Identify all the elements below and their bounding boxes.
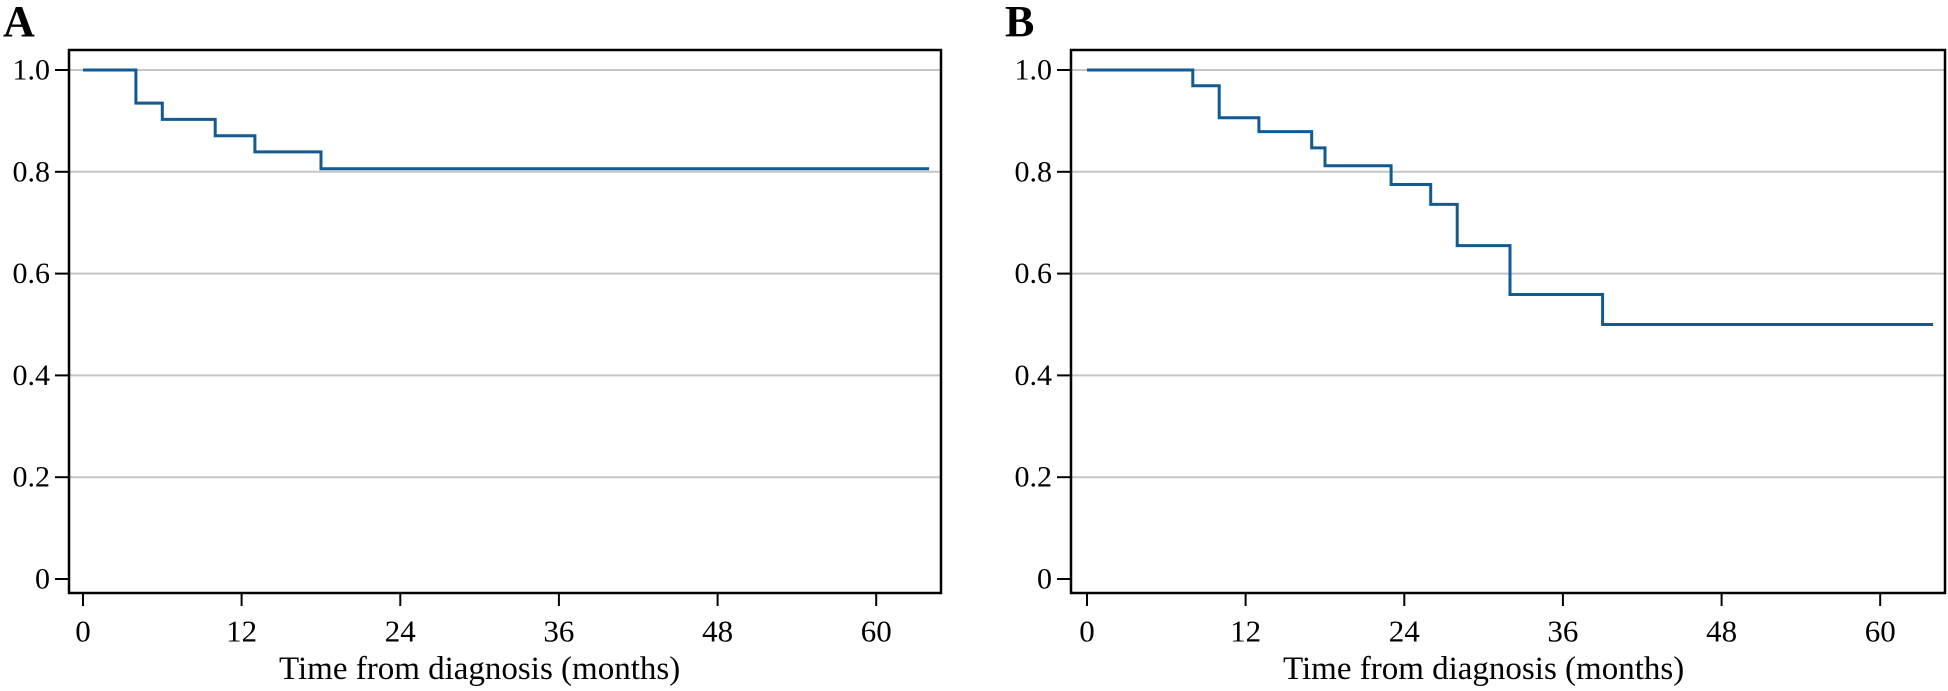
y-tick-label: 0.2 [1015, 461, 1053, 494]
panel-label-a: A [3, 0, 35, 46]
x-tick-label: 12 [226, 614, 257, 649]
panel-b: 0 0.2 0.4 0.6 0.8 1.0 0 12 24 36 48 60 Time from dia… [1005, 0, 1947, 687]
x-tick-label: 60 [861, 614, 892, 649]
survival-curve-b [1087, 68, 1934, 326]
x-tick-label: 12 [1230, 614, 1261, 649]
y-tick-label: 0.6 [13, 257, 51, 290]
survival-curve-a [83, 68, 930, 171]
y-tick-label: 0.2 [13, 461, 51, 494]
x-axis-title: Time from diagnosis (months) [279, 651, 680, 687]
plot-border [67, 48, 943, 595]
x-tick-label: 0 [75, 614, 91, 649]
panel-label-b: B [1005, 0, 1034, 46]
y-tick-label: 0.6 [1015, 257, 1053, 290]
plot-border [1069, 48, 1947, 595]
y-tick-label: 0 [35, 563, 50, 596]
y-tick-label: 0.8 [1015, 155, 1053, 188]
y-tick-label: 1.0 [13, 54, 51, 87]
panel-a: 0 0.2 0.4 0.6 0.8 1.0 0 12 24 36 48 60 Time from dia… [3, 0, 943, 687]
y-tick-label: 1.0 [1015, 54, 1053, 87]
x-tick-label: 48 [1706, 614, 1737, 649]
x-tick-label: 36 [1547, 614, 1578, 649]
y-tick-label: 0.4 [13, 359, 51, 392]
x-axis-title: Time from diagnosis (months) [1283, 651, 1684, 687]
x-tick-label: 24 [385, 614, 417, 649]
y-tick-label: 0 [1037, 563, 1052, 596]
x-tick-label: 0 [1079, 614, 1095, 649]
x-tick-label: 60 [1865, 614, 1896, 649]
y-tick-label: 0.8 [13, 155, 51, 188]
x-tick-label: 36 [543, 614, 574, 649]
y-tick-label: 0.4 [1015, 359, 1053, 392]
x-tick-label: 24 [1389, 614, 1421, 649]
x-tick-label: 48 [702, 614, 733, 649]
